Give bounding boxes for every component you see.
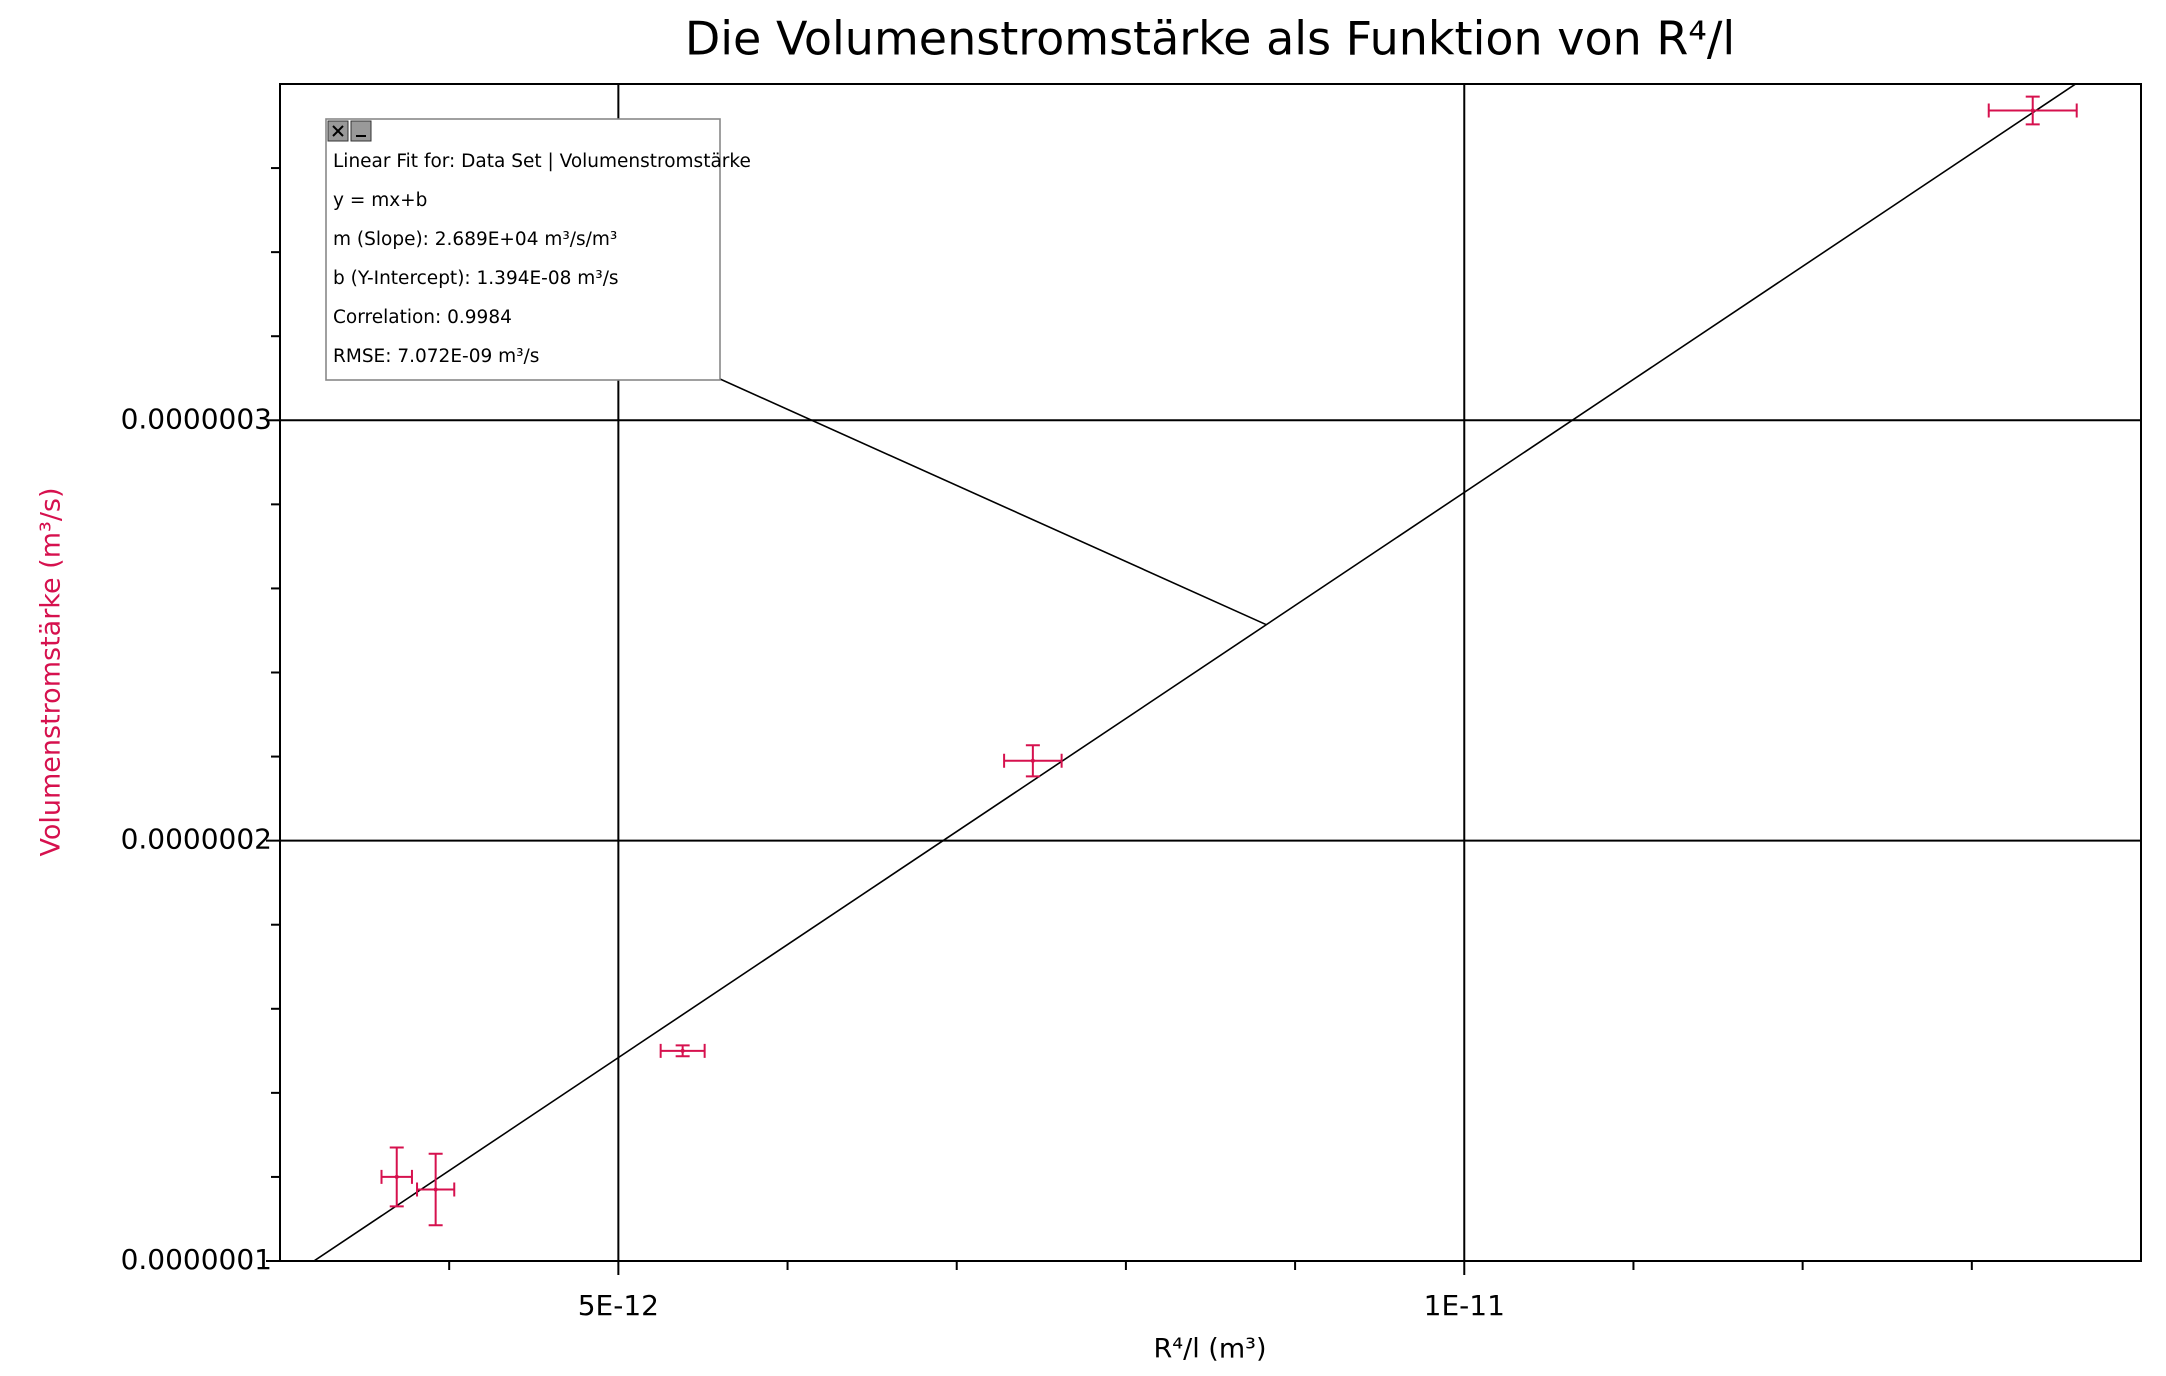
- y-tick-label: 0.0000001: [121, 1243, 272, 1276]
- annotation-line: m (Slope): 2.689E+04 m³/s/m³: [333, 229, 617, 250]
- x-tick-label: 1E-11: [1424, 1289, 1505, 1322]
- point: [433, 1187, 438, 1192]
- point: [2030, 108, 2035, 113]
- annotation-line: b (Y-Intercept): 1.394E-08 m³/s: [333, 268, 619, 289]
- annotation-line: Linear Fit for: Data Set | Volumenstroms…: [333, 151, 751, 172]
- annotation-connector: [699, 369, 1267, 626]
- point: [394, 1174, 399, 1179]
- chart-title: Die Volumenstromstärke als Funktion von …: [685, 12, 1735, 66]
- point: [1030, 758, 1035, 763]
- y-tick-label: 0.0000003: [121, 402, 272, 435]
- minimize-button[interactable]: [350, 120, 372, 142]
- y-tick-label: 0.0000002: [121, 823, 272, 856]
- x-axis-label: R⁴/l (m³): [1154, 1334, 1267, 1365]
- close-icon: [332, 125, 344, 137]
- x-tick-label: 5E-12: [578, 1289, 659, 1322]
- annotation-line: Correlation: 0.9984: [333, 307, 512, 328]
- annotation-line: RMSE: 7.072E-09 m³/s: [333, 346, 539, 367]
- y-axis-label: Volumenstromstärke (m³/s): [36, 487, 67, 856]
- annotation-box: [325, 118, 721, 381]
- annotation-line: y = mx+b: [333, 190, 427, 211]
- point: [680, 1048, 685, 1053]
- plot-frame: [279, 83, 2142, 1262]
- fit-line: [312, 84, 2078, 1261]
